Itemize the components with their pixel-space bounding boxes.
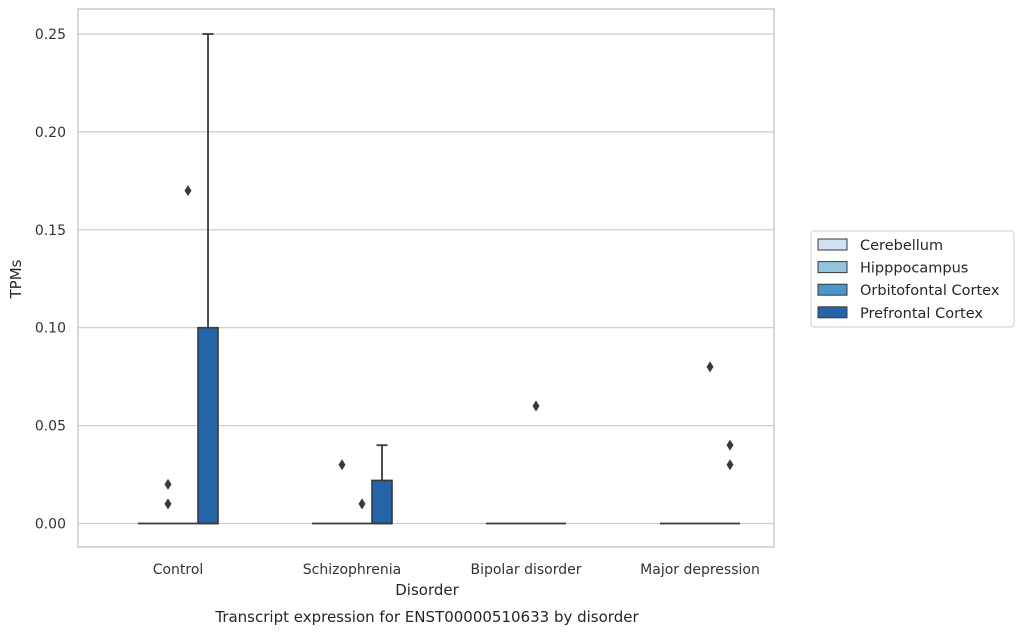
legend-frame bbox=[810, 230, 1015, 328]
x-tick-label: Bipolar disorder bbox=[470, 562, 581, 578]
legend-label: Hipppocampus bbox=[860, 261, 968, 277]
x-tick-labels: Control Schizophrenia Bipolar disorder Majo… bbox=[153, 562, 760, 578]
x-tick-label: Control bbox=[153, 562, 204, 578]
box bbox=[371, 479, 393, 525]
outlier-point bbox=[706, 361, 714, 373]
plot-frame bbox=[77, 8, 775, 548]
outlier-point bbox=[164, 498, 172, 510]
outlier-point bbox=[338, 459, 346, 471]
legend-swatch bbox=[817, 283, 848, 296]
outlier-point bbox=[164, 478, 172, 490]
legend-label: Orbitofontal Cortex bbox=[860, 283, 1000, 299]
y-tick-label: 0.15 bbox=[35, 223, 66, 239]
legend-swatch bbox=[817, 306, 848, 319]
outlier-point bbox=[726, 439, 734, 451]
y-tick-labels: 0.00 0.05 0.10 0.15 0.20 0.25 bbox=[35, 27, 66, 533]
y-axis-label: TPMs bbox=[7, 259, 25, 299]
outlier-point bbox=[358, 498, 366, 510]
outlier-point bbox=[184, 185, 192, 197]
legend-swatch bbox=[817, 238, 848, 251]
x-tick-label: Schizophrenia bbox=[303, 562, 401, 578]
box-marks bbox=[137, 33, 741, 525]
box bbox=[197, 326, 219, 525]
grid-lines bbox=[78, 33, 774, 525]
legend: Cerebellum Hipppocampus Orbitofontal Corte… bbox=[810, 230, 1015, 328]
chart-title: Transcript expression for ENST0000051063… bbox=[214, 608, 639, 626]
y-tick-label: 0.05 bbox=[35, 419, 66, 435]
legend-label: Cerebellum bbox=[860, 238, 943, 254]
outlier-point bbox=[532, 400, 540, 412]
y-tick-label: 0.20 bbox=[35, 125, 66, 141]
outlier-point bbox=[726, 459, 734, 471]
y-tick-label: 0.00 bbox=[35, 517, 66, 533]
y-tick-label: 0.25 bbox=[35, 27, 66, 43]
legend-swatch bbox=[817, 261, 848, 274]
legend-label: Prefrontal Cortex bbox=[860, 306, 983, 322]
y-tick-label: 0.10 bbox=[35, 321, 66, 337]
x-tick-label: Major depression bbox=[640, 562, 760, 578]
x-axis-label: Disorder bbox=[395, 581, 459, 599]
